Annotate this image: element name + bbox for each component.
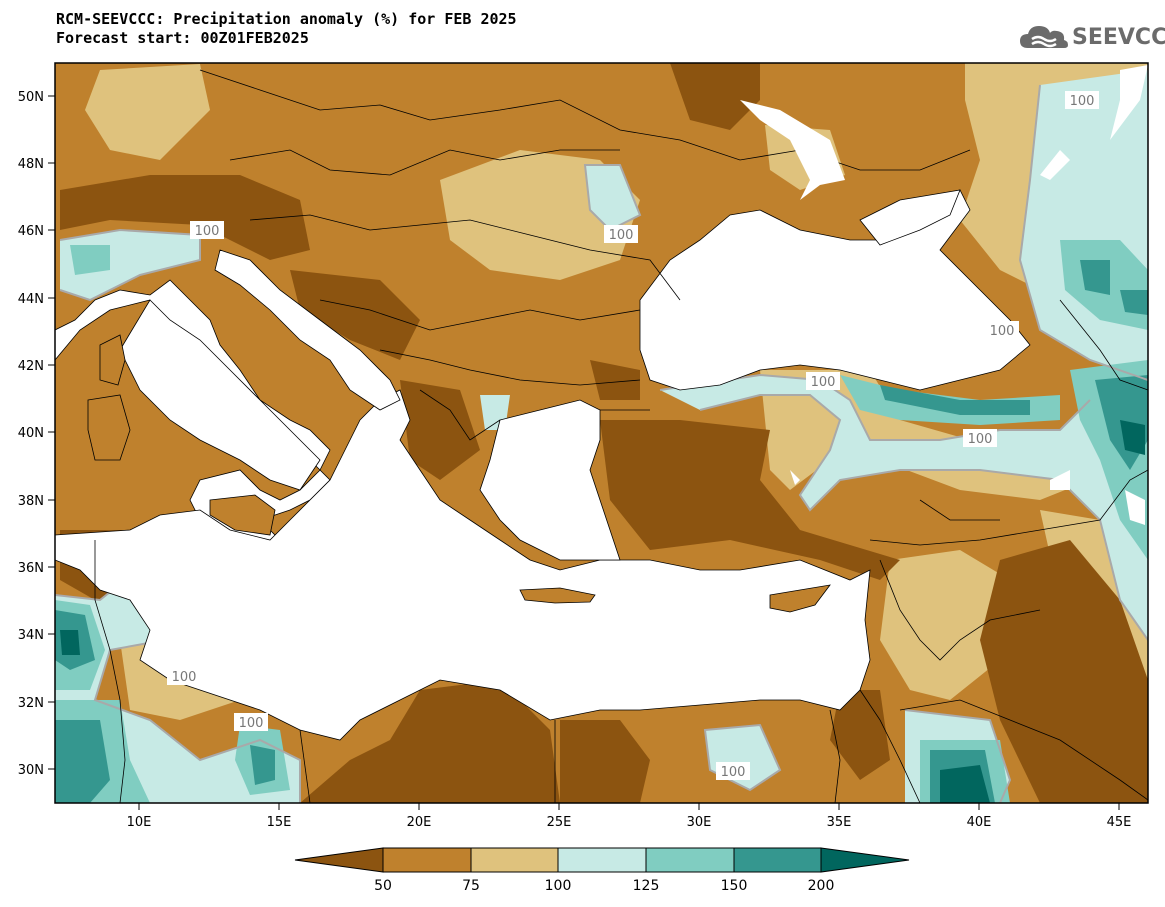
map-title: RCM-SEEVCCC: Precipitation anomaly (%) f… bbox=[56, 10, 517, 48]
colorbar-label-200: 200 bbox=[808, 878, 835, 894]
contour-label-1: 100 bbox=[1070, 94, 1095, 109]
anomaly-above-200-regions bbox=[60, 420, 1145, 803]
lat-tick-42N: 42N bbox=[18, 359, 44, 374]
lon-tick-30E: 30E bbox=[687, 815, 712, 830]
lon-tick-25E: 25E bbox=[547, 815, 572, 830]
lat-tick-40N: 40N bbox=[18, 426, 44, 441]
lat-tick-48N: 48N bbox=[18, 157, 44, 172]
contour-label-4: 100 bbox=[811, 375, 836, 390]
colorbar-label-50: 50 bbox=[374, 878, 392, 894]
title-line-1: RCM-SEEVCCC: Precipitation anomaly (%) f… bbox=[56, 10, 517, 28]
lat-tick-30N: 30N bbox=[18, 763, 44, 778]
lon-tick-20E: 20E bbox=[407, 815, 432, 830]
colorbar bbox=[294, 847, 910, 873]
lon-axis bbox=[138, 803, 1120, 810]
colorbar-label-150: 150 bbox=[721, 878, 748, 894]
colorbar-below-50 bbox=[294, 847, 384, 873]
lat-tick-44N: 44N bbox=[18, 292, 44, 307]
lon-tick-40E: 40E bbox=[967, 815, 992, 830]
contour-label-5: 100 bbox=[968, 432, 993, 447]
contour-label-8: 100 bbox=[721, 765, 746, 780]
contour-label-3: 100 bbox=[609, 228, 634, 243]
contour-label-6: 100 bbox=[172, 670, 197, 685]
lat-tick-34N: 34N bbox=[18, 628, 44, 643]
colorbar-label-100: 100 bbox=[545, 878, 572, 894]
contour-100-lines bbox=[55, 84, 1148, 803]
lat-tick-46N: 46N bbox=[18, 224, 44, 239]
contour-labels: 100 100 100 100 100 100 100 100 100 bbox=[167, 91, 1099, 780]
contour-label-7: 100 bbox=[239, 716, 264, 731]
colorbar-labels: 50 75 100 125 150 200 bbox=[374, 878, 834, 894]
logo-text: SEEVCCC bbox=[1072, 24, 1165, 50]
seevccc-logo: SEEVCCC bbox=[1018, 22, 1165, 52]
colorbar-50-75 bbox=[382, 847, 472, 873]
lon-tick-35E: 35E bbox=[827, 815, 852, 830]
lat-tick-labels: 50N 48N 46N 44N 42N 40N 38N 36N 34N 32N … bbox=[18, 90, 44, 778]
colorbar-label-125: 125 bbox=[633, 878, 660, 894]
lon-tick-10E: 10E bbox=[127, 815, 152, 830]
lat-tick-38N: 38N bbox=[18, 494, 44, 509]
lon-tick-labels: 10E 15E 20E 25E 30E 35E 40E 45E bbox=[127, 815, 1132, 830]
lat-tick-36N: 36N bbox=[18, 561, 44, 576]
country-borders bbox=[94, 69, 1148, 803]
lon-tick-45E: 45E bbox=[1107, 815, 1132, 830]
lat-tick-50N: 50N bbox=[18, 90, 44, 105]
islands bbox=[87, 334, 831, 613]
lon-tick-15E: 15E bbox=[267, 815, 292, 830]
colorbar-label-75: 75 bbox=[462, 878, 480, 894]
lat-axis bbox=[48, 95, 55, 770]
sea-mask bbox=[55, 189, 1031, 741]
title-line-2: Forecast start: 00Z01FEB2025 bbox=[56, 29, 309, 47]
lat-tick-32N: 32N bbox=[18, 696, 44, 711]
colorbar-above-200 bbox=[820, 847, 910, 873]
map-frame bbox=[54, 62, 1149, 804]
cloud-icon bbox=[1020, 26, 1068, 48]
contour-label-2: 100 bbox=[195, 224, 220, 239]
contour-label-9: 100 bbox=[990, 324, 1015, 339]
colorbar-75-100 bbox=[470, 847, 559, 873]
colorbar-150-200 bbox=[733, 847, 822, 873]
colorbar-125-150 bbox=[645, 847, 735, 873]
masked-land-patches bbox=[740, 65, 1148, 525]
anomaly-below-50-regions bbox=[60, 63, 1148, 803]
colorbar-100-125 bbox=[557, 847, 647, 873]
